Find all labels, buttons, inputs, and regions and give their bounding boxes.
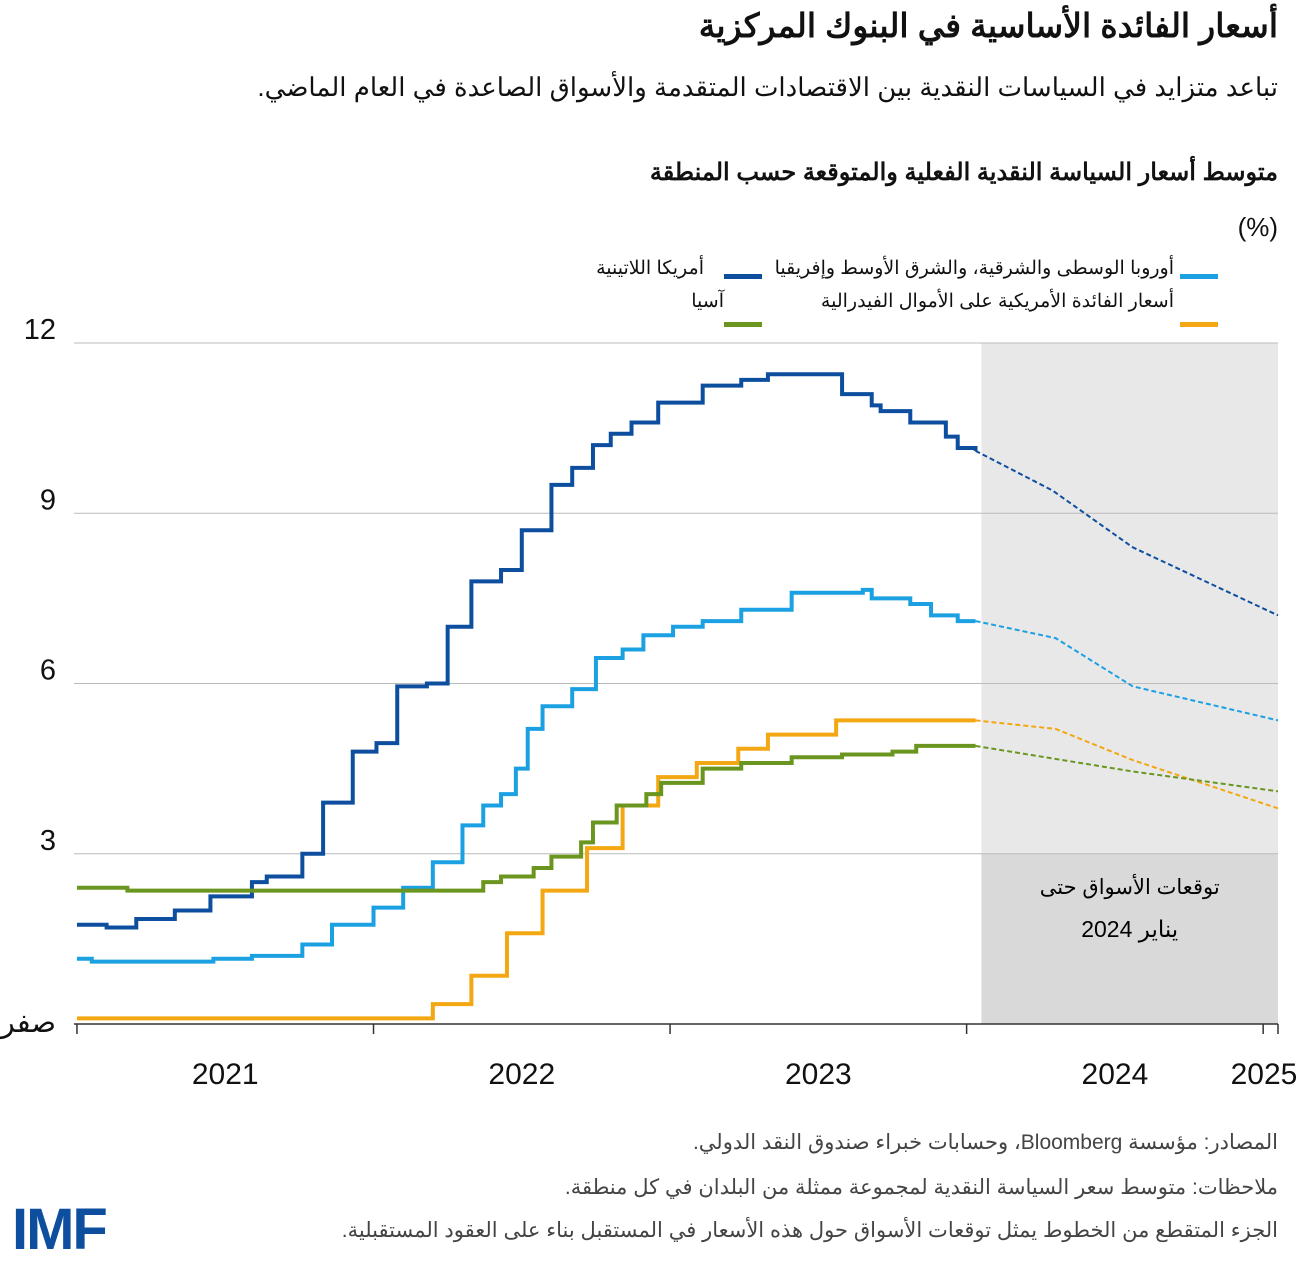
x-tick-label: 2025 [1231,1058,1298,1091]
legend-label-fed: أسعار الفائدة الأمريكية على الأموال الفي… [820,291,1174,312]
forecast-label-box [981,853,1278,1024]
notes-text: ملاحظات: متوسط سعر السياسة النقدية لمجمو… [564,1176,1278,1199]
y-tick-label: 12 [24,314,56,346]
page-title: أسعار الفائدة الأساسية في البنوك المركزي… [698,7,1278,44]
x-tick-label: 2024 [1082,1058,1149,1091]
x-tick-label: 2022 [488,1058,555,1091]
imf-logo: IMF [12,1197,108,1262]
chart-title: متوسط أسعار السياسة النقدية الفعلية والم… [649,159,1278,186]
dashed-line-note: الجزء المتقطع من الخطوط يمثل توقعات الأس… [341,1219,1278,1242]
sources-note: المصادر: مؤسسة Bloomberg، وحسابات خبراء … [692,1131,1278,1154]
forecast-label-line1: توقعات الأسواق حتى [1040,873,1220,900]
legend-swatch-fed [1180,322,1218,327]
legend-swatch-emea [1180,274,1218,279]
series-line-1 [76,372,978,930]
series-forecast-1 [975,449,1279,617]
legend-label-asia: آسيا [691,291,724,312]
legend-label-emea: أوروبا الوسطى والشرقية، والشرق الأوسط وإ… [774,258,1174,279]
series-forecast-3 [975,744,1279,793]
y-axis-unit: (%) [1237,212,1278,242]
x-tick-label: 2023 [785,1058,852,1091]
y-tick-label: 3 [40,825,56,857]
series-forecast-0 [975,620,1279,722]
page-subtitle: تباعد متزايد في السياسات النقدية بين الا… [257,72,1278,102]
y-tick-label: 9 [40,484,56,516]
series-line-0 [76,587,976,964]
legend-label-latam: أمريكا اللاتينية [596,258,704,279]
line-chart: صفر 3 6 9 12 2021 2022 2023 2024 2025 توقعات الأس… [0,314,1298,1091]
y-tick-label: صفر [0,1007,56,1040]
legend-swatch-latam [724,274,762,279]
y-tick-label: 6 [40,655,56,687]
series-line-3 [76,743,976,893]
forecast-label-line2: يناير 2024 [1081,916,1178,943]
legend-swatch-asia [724,322,762,327]
series-line-2 [76,718,976,1021]
series-forecast-2 [975,719,1279,810]
x-tick-label: 2021 [192,1058,259,1091]
